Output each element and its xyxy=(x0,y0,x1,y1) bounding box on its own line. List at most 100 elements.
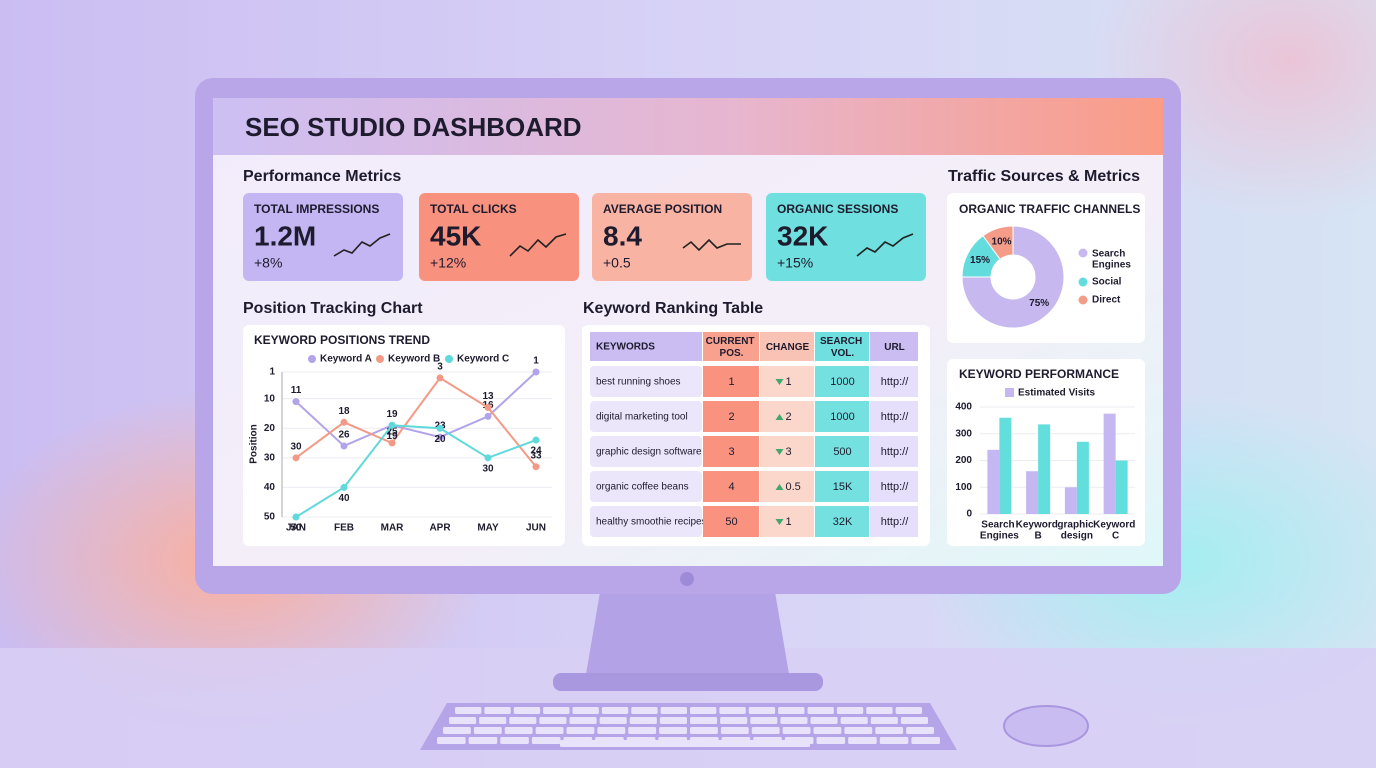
table-header: URL xyxy=(884,342,905,353)
table-header-cell xyxy=(703,332,759,361)
key xyxy=(659,727,687,734)
key xyxy=(836,707,864,714)
key xyxy=(500,737,529,744)
change-arrow xyxy=(775,449,784,455)
pie-slice xyxy=(961,225,1065,329)
data-point xyxy=(436,374,444,382)
table-cell xyxy=(760,401,814,432)
legend-swatch xyxy=(1005,388,1014,397)
section-heading: Traffic Sources & Metrics xyxy=(948,168,1140,185)
y-tick-label: 30 xyxy=(264,452,276,463)
key xyxy=(484,707,511,714)
legend-label: Keyword B xyxy=(388,354,440,365)
metric-change: +15% xyxy=(777,255,813,271)
monitor-neck xyxy=(585,592,790,680)
table-cell xyxy=(760,471,814,502)
legend-swatch xyxy=(1078,277,1088,287)
y-tick-label: 300 xyxy=(955,428,972,439)
y-axis-label: Position xyxy=(249,424,260,463)
table-cell xyxy=(870,366,918,397)
key xyxy=(782,727,811,734)
table-cell xyxy=(815,401,869,432)
y-tick-label: 1 xyxy=(269,367,275,378)
legend-label: Keyword C xyxy=(457,354,509,365)
table-header-cell xyxy=(870,332,918,361)
legend-label: Social xyxy=(1092,277,1122,288)
mouse xyxy=(1003,705,1089,747)
series-line xyxy=(295,371,537,448)
key xyxy=(900,717,928,724)
key xyxy=(866,707,893,714)
x-tick-label: Search Engines xyxy=(980,519,1019,541)
key xyxy=(750,717,778,724)
x-tick-label: FEB xyxy=(334,523,354,534)
table-cell xyxy=(870,436,918,467)
keys xyxy=(437,707,940,747)
data-point xyxy=(388,439,396,447)
x-tick-label: Keyword C xyxy=(1093,519,1138,541)
x-tick-label: JUN xyxy=(526,523,546,534)
data-label: 20 xyxy=(434,434,446,445)
x-tick-label: graphic design xyxy=(1057,519,1096,541)
key xyxy=(816,737,846,744)
keyword: organic coffee beans xyxy=(596,482,689,493)
data-point xyxy=(532,368,540,376)
bar xyxy=(1076,441,1089,514)
data-point xyxy=(532,463,540,471)
table-value: http:// xyxy=(881,481,909,493)
key xyxy=(601,707,629,714)
metric-value: 45K xyxy=(430,220,481,251)
sparkline xyxy=(682,238,741,252)
section-heading: Keyword Ranking Table xyxy=(583,300,763,317)
data-point xyxy=(340,442,348,450)
data-point xyxy=(388,421,396,429)
table-value: http:// xyxy=(881,376,909,388)
metric-change: +8% xyxy=(254,255,282,271)
key xyxy=(539,717,567,724)
series-line xyxy=(295,376,537,468)
legend-label: Keyword A xyxy=(320,354,372,365)
key xyxy=(807,707,834,714)
data-point xyxy=(436,433,444,441)
data-label: 25 xyxy=(386,427,398,438)
data-point xyxy=(292,454,300,462)
keyword: digital marketing tool xyxy=(596,412,688,423)
data-point xyxy=(436,424,444,432)
key xyxy=(911,737,940,744)
table-value: 15K xyxy=(833,481,853,493)
key xyxy=(566,727,595,734)
legend-label: Estimated Visits xyxy=(1018,388,1096,399)
key xyxy=(875,727,904,734)
bar xyxy=(1103,413,1116,514)
table-value: 1000 xyxy=(830,376,854,388)
table-header: CHANGE xyxy=(766,342,810,353)
data-label: 26 xyxy=(338,430,350,441)
key xyxy=(751,727,780,734)
power-button[interactable] xyxy=(680,572,694,586)
legend-swatch xyxy=(1078,295,1088,305)
table-header: KEYWORDS xyxy=(596,342,655,353)
data-point xyxy=(484,412,492,420)
data-label: 50 xyxy=(290,523,302,534)
change-arrow xyxy=(775,484,784,490)
data-point xyxy=(292,513,300,521)
table-header: CURRENT POS. xyxy=(706,336,758,359)
table-value: 50 xyxy=(725,516,737,528)
metric-card xyxy=(243,193,403,281)
key xyxy=(599,717,627,724)
data-label: 18 xyxy=(338,406,350,417)
table-cell xyxy=(870,471,918,502)
keyword: graphic design software xyxy=(596,447,702,458)
table-header-cell xyxy=(815,332,869,361)
table-cell xyxy=(703,436,759,467)
key xyxy=(906,727,934,734)
table-cell xyxy=(703,401,759,432)
chart-title: ORGANIC TRAFFIC CHANNELS xyxy=(959,202,1140,216)
key xyxy=(468,737,498,744)
keyword: best running shoes xyxy=(596,377,681,388)
key xyxy=(895,707,922,714)
table-cell xyxy=(760,366,814,397)
